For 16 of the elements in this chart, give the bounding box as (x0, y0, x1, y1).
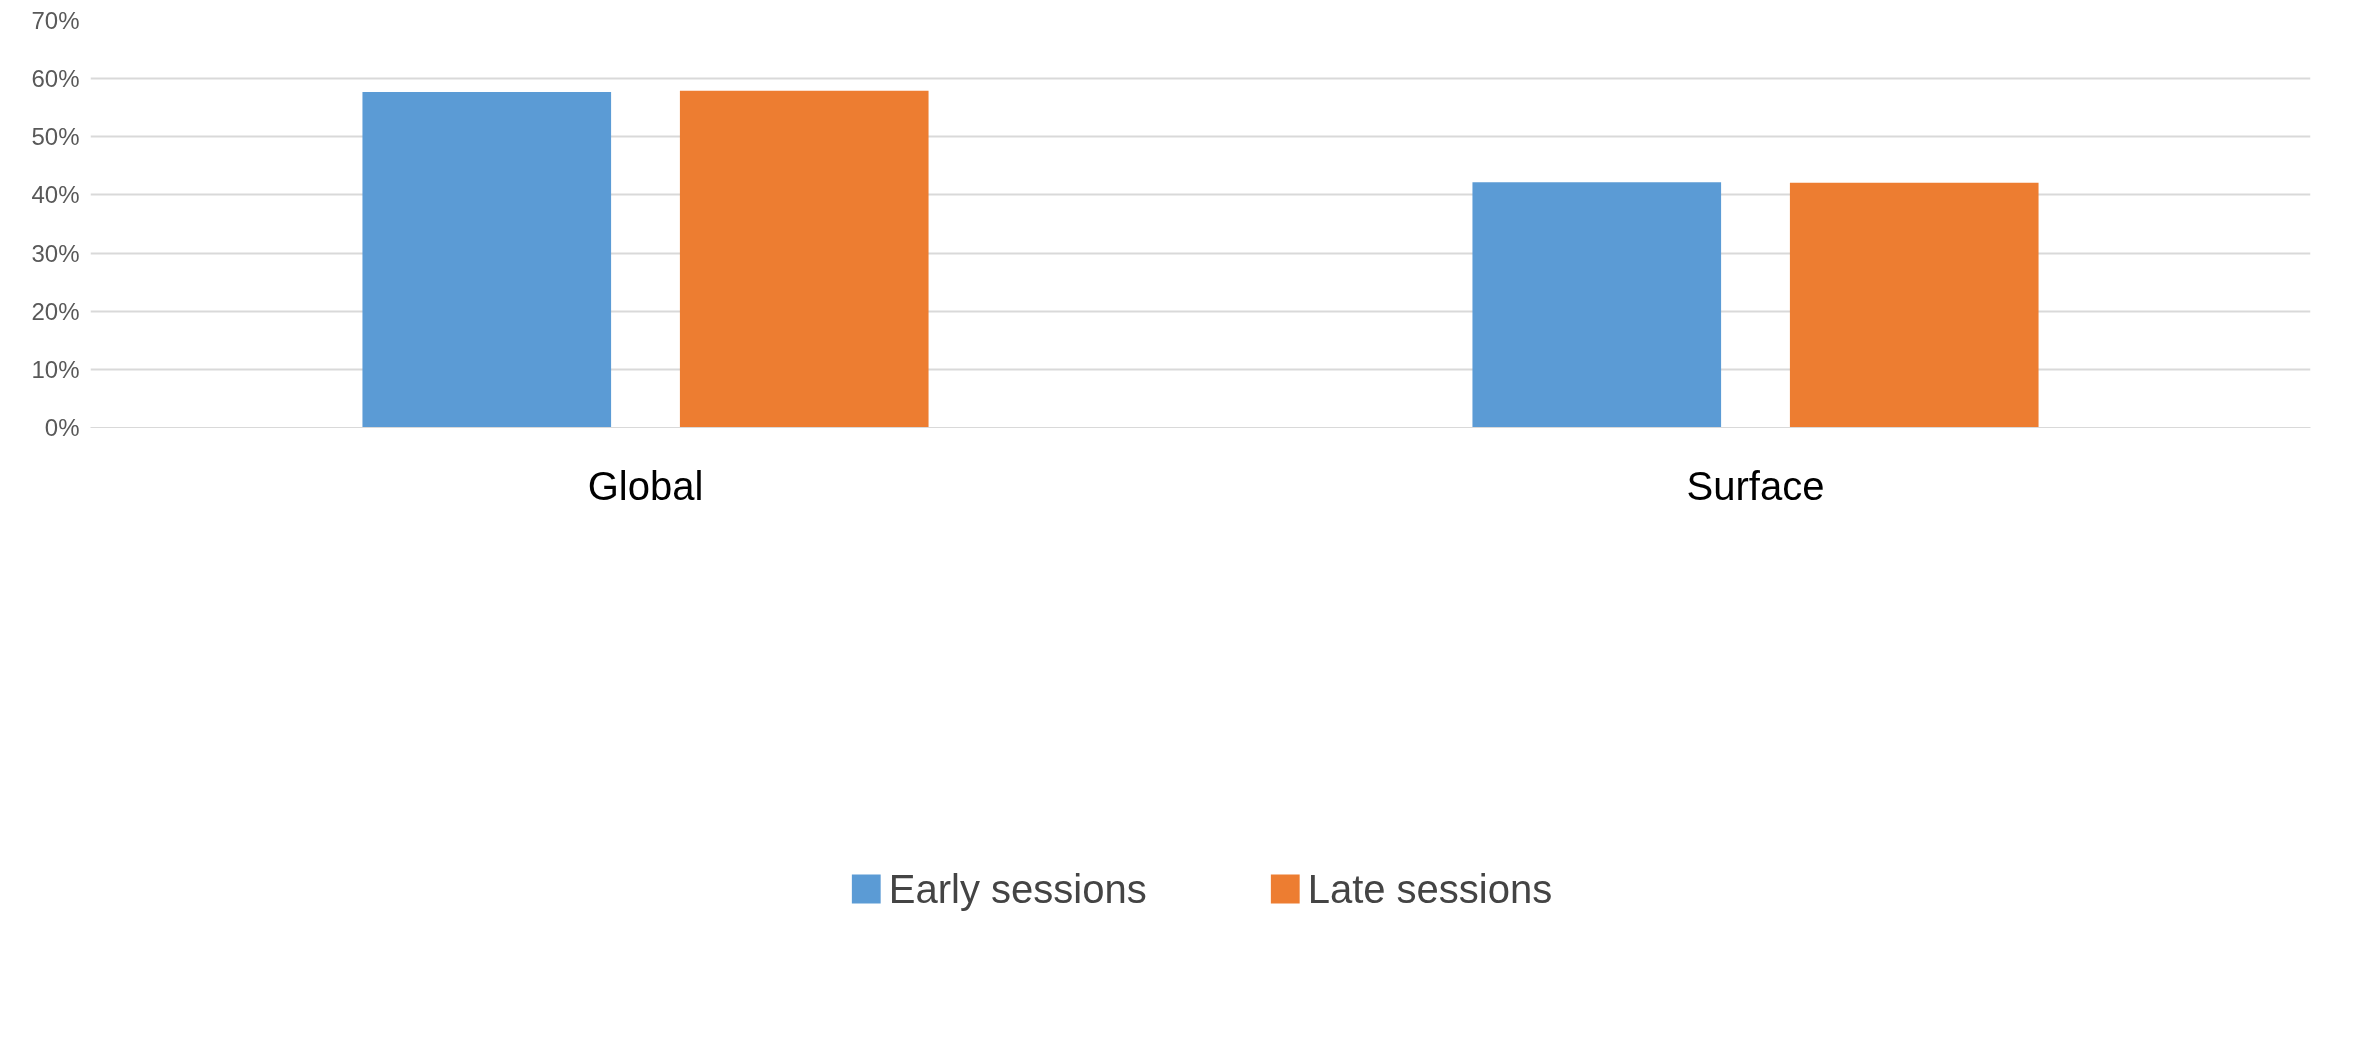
y-tick-label: 70% (31, 7, 80, 34)
bar (1789, 182, 2039, 428)
y-tick-label: 50% (31, 123, 80, 151)
y-tick-label: 40% (31, 181, 80, 209)
bar (362, 92, 612, 428)
legend-label: Late sessions (1307, 866, 1553, 912)
y-tick-label: 20% (31, 297, 80, 325)
x-tick-label: Global (587, 463, 704, 508)
y-tick-label: 10% (31, 355, 80, 383)
bar (679, 90, 929, 428)
bar (1472, 182, 1722, 428)
y-tick-label: 0% (44, 414, 80, 441)
x-tick-label: Surface (1686, 463, 1825, 508)
y-tick-label: 30% (31, 239, 80, 267)
legend-label: Early sessions (888, 866, 1147, 912)
y-tick-label: 60% (31, 65, 80, 93)
